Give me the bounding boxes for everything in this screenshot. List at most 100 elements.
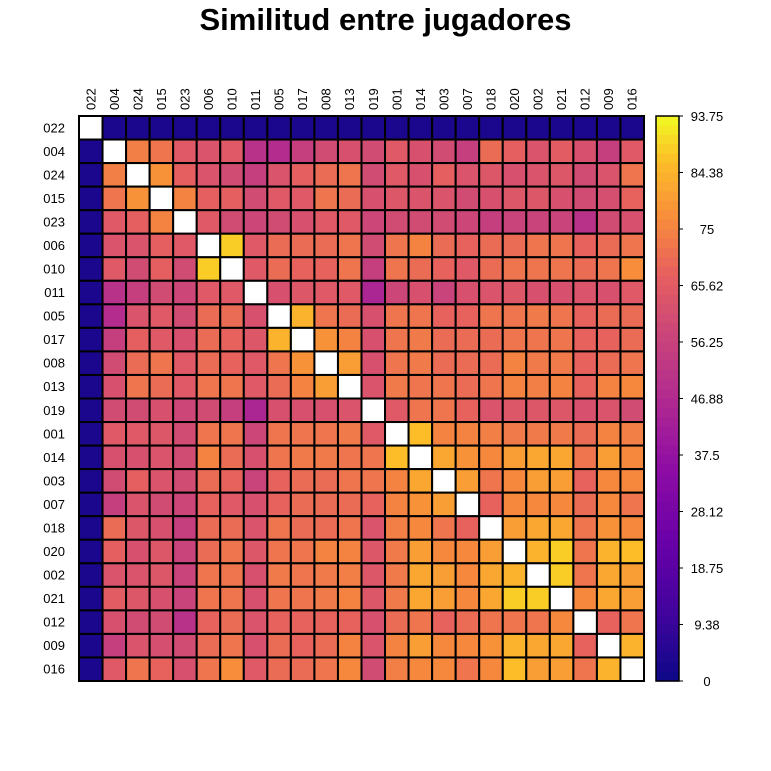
heatmap-cell	[242, 632, 269, 659]
heatmap-cell	[219, 326, 245, 353]
heatmap-cell	[431, 515, 457, 541]
heatmap-cell	[266, 185, 292, 212]
heatmap-cell	[242, 421, 269, 447]
x-tick-label: 008	[319, 88, 334, 110]
heatmap-cell	[313, 326, 339, 353]
heatmap-cell	[195, 232, 222, 259]
heatmap-cell	[78, 397, 104, 424]
colorbar-tick-label: 84.38	[691, 165, 724, 180]
heatmap-cell	[619, 162, 646, 188]
heatmap-cell	[148, 585, 175, 612]
heatmap-cell	[148, 632, 175, 659]
y-tick-label: 010	[43, 262, 65, 277]
heatmap-cell	[454, 585, 481, 612]
y-tick-label: 012	[43, 615, 65, 630]
heatmap-cell	[478, 538, 504, 565]
heatmap-cell	[360, 185, 387, 212]
heatmap-cell	[360, 256, 387, 282]
x-tick-label: 014	[413, 88, 428, 110]
heatmap-cell	[78, 632, 104, 659]
heatmap-cell	[360, 444, 387, 471]
heatmap-cell	[101, 397, 128, 424]
colorbar-segment	[656, 520, 679, 531]
heatmap-cell	[242, 491, 269, 518]
colorbar-tick-label: 9.38	[694, 617, 719, 632]
heatmap-cell	[548, 468, 575, 494]
heatmap-cell	[407, 515, 434, 541]
colorbar-segment	[656, 586, 679, 597]
colorbar-segment	[656, 605, 679, 616]
heatmap-cell	[595, 468, 622, 494]
heatmap-cell	[172, 209, 198, 235]
heatmap-cell	[595, 421, 622, 447]
heatmap-cell	[548, 491, 575, 518]
heatmap-cell	[548, 397, 575, 424]
heatmap-cell	[266, 232, 292, 259]
colorbar-segment	[656, 624, 679, 635]
y-tick-label: 015	[43, 191, 65, 206]
colorbar-segment	[656, 332, 679, 343]
heatmap-cell	[266, 209, 292, 235]
heatmap-cell	[501, 209, 528, 235]
heatmap-cell	[572, 421, 598, 447]
heatmap-cell	[384, 515, 410, 541]
heatmap-cell	[431, 185, 457, 212]
heatmap-cell	[219, 138, 245, 165]
y-tick-label: 024	[43, 167, 65, 182]
heatmap-cell	[525, 350, 551, 376]
heatmap-cell	[125, 468, 151, 494]
heatmap-cell	[548, 303, 575, 329]
heatmap-cell	[219, 303, 245, 329]
heatmap-cell	[195, 256, 222, 282]
heatmap-cell	[195, 562, 222, 588]
heatmap-cell	[407, 162, 434, 188]
heatmap-cell	[78, 138, 104, 165]
heatmap-cell	[454, 562, 481, 588]
heatmap-cell	[548, 609, 575, 635]
heatmap-cell	[266, 303, 292, 329]
colorbar-segment	[656, 511, 679, 522]
heatmap-cell	[266, 585, 292, 612]
heatmap-cell	[195, 326, 222, 353]
heatmap-cell	[78, 209, 104, 235]
heatmap-cell	[360, 373, 387, 400]
heatmap-cell	[289, 162, 316, 188]
heatmap-cell	[478, 632, 504, 659]
colorbar-segment	[656, 200, 679, 211]
heatmap-cell	[148, 397, 175, 424]
heatmap-cell	[501, 185, 528, 212]
heatmap-cell	[454, 632, 481, 659]
heatmap-cell	[431, 609, 457, 635]
heatmap-cell	[289, 585, 316, 612]
colorbar-segment	[656, 134, 679, 145]
colorbar-segment	[656, 671, 679, 682]
heatmap-cell	[219, 162, 245, 188]
x-tick-label: 021	[554, 88, 569, 110]
heatmap-cell	[525, 397, 551, 424]
heatmap-cell	[431, 256, 457, 282]
colorbar-tick-label: 18.75	[691, 561, 724, 576]
heatmap-cell	[101, 632, 128, 659]
heatmap-cell	[148, 185, 175, 212]
heatmap-cell	[572, 162, 598, 188]
heatmap-cell	[501, 232, 528, 259]
heatmap-cell	[195, 491, 222, 518]
heatmap-cell	[384, 279, 410, 306]
heatmap-cell	[195, 538, 222, 565]
heatmap-cell	[407, 656, 434, 683]
heatmap-cell	[289, 515, 316, 541]
heatmap-cell	[525, 279, 551, 306]
heatmap-cell	[572, 585, 598, 612]
heatmap-cell	[619, 232, 646, 259]
heatmap-cell	[431, 585, 457, 612]
heatmap-cell	[595, 303, 622, 329]
heatmap-cell	[548, 115, 575, 141]
heatmap-cell	[454, 397, 481, 424]
heatmap-cell	[336, 538, 363, 565]
heatmap-cell	[266, 350, 292, 376]
heatmap-cell	[172, 656, 198, 683]
heatmap-cell	[384, 397, 410, 424]
heatmap-cell	[289, 326, 316, 353]
heatmap-cell	[289, 632, 316, 659]
